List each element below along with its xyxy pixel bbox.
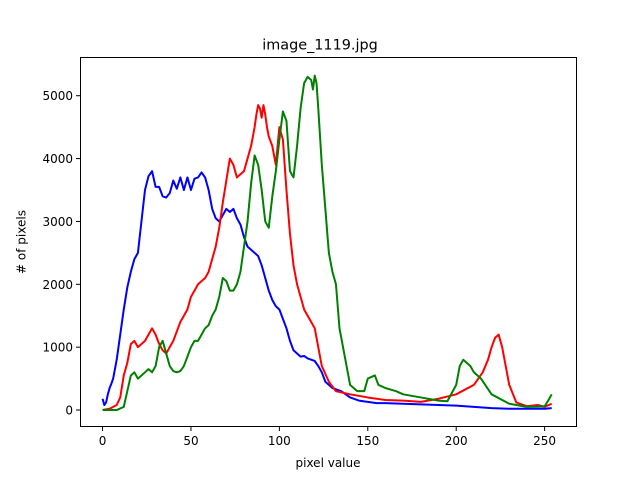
blue-channel-line [101, 170, 552, 410]
chart-title: image_1119.jpg [262, 38, 377, 54]
axes-frame [80, 57, 577, 427]
x-axis-ticks: 0 50 100 150 200 250 [99, 427, 556, 448]
green-channel-line [102, 74, 553, 412]
series-layer [101, 74, 553, 412]
y-tick-label: 0 [65, 404, 73, 418]
plot-area: 0 50 100 150 200 250 0 1000 2000 3000 4000 5000 [42, 57, 577, 448]
x-tick-label: 250 [533, 434, 556, 448]
y-tick-label: 3000 [42, 215, 73, 229]
x-tick-label: 50 [183, 434, 198, 448]
x-axis-label: pixel value [296, 456, 361, 470]
y-axis-ticks: 0 1000 2000 3000 4000 5000 [42, 89, 80, 418]
x-tick-label: 150 [356, 434, 379, 448]
y-tick-label: 2000 [42, 278, 73, 292]
x-tick-label: 200 [445, 434, 468, 448]
y-tick-label: 4000 [42, 152, 73, 166]
y-tick-label: 1000 [42, 341, 73, 355]
x-tick-label: 100 [268, 434, 291, 448]
y-tick-label: 5000 [42, 89, 73, 103]
x-tick-label: 0 [99, 434, 107, 448]
y-axis-label: # of pixels [15, 210, 29, 274]
